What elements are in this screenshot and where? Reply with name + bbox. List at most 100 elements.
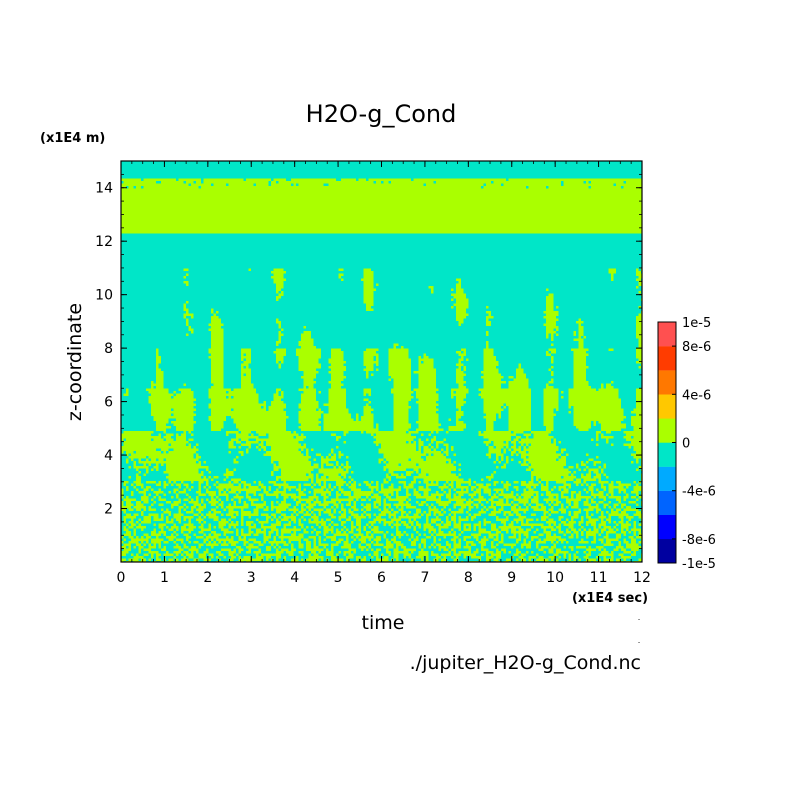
heatmap-cell (301, 371, 304, 377)
heatmap-cell (481, 538, 484, 552)
heatmap-cell (336, 503, 339, 509)
heatmap-cell (136, 178, 139, 234)
heatmap-cell (488, 531, 492, 539)
heatmap-cell (173, 488, 177, 494)
heatmap-cell (428, 433, 432, 437)
heatmap-cell (208, 323, 212, 327)
heatmap-cell (281, 491, 284, 497)
heatmap-cell (548, 503, 552, 507)
heatmap-cell (541, 491, 544, 494)
heatmap-cell (138, 466, 142, 469)
heatmap-cell (331, 488, 334, 492)
heatmap-cell (363, 398, 367, 402)
heatmap-cell (233, 558, 237, 562)
heatmap-cell (311, 431, 314, 449)
heatmap-cell (441, 486, 444, 492)
heatmap-cell (313, 431, 317, 459)
heatmap-cell (203, 496, 207, 504)
heatmap-cell (541, 523, 544, 529)
heatmap-cell (508, 511, 512, 517)
heatmap-cell (298, 553, 302, 562)
heatmap-cell (298, 448, 302, 452)
heatmap-cell (538, 178, 542, 234)
heatmap-cell (308, 511, 312, 514)
heatmap-cell (228, 451, 232, 454)
heatmap-cell (226, 506, 229, 509)
heatmap-cell (338, 348, 342, 432)
heatmap-cell (461, 498, 464, 514)
heatmap-cell (196, 463, 199, 482)
heatmap-cell (556, 161, 559, 179)
heatmap-cell (423, 446, 427, 457)
heatmap-cell (216, 511, 219, 514)
heatmap-cell (416, 423, 419, 429)
heatmap-cell (316, 371, 319, 374)
heatmap-cell (276, 546, 279, 549)
heatmap-cell (238, 546, 242, 554)
heatmap-cell (546, 503, 549, 512)
heatmap-cell (538, 233, 542, 432)
heatmap-cell (413, 178, 417, 234)
heatmap-cell (253, 551, 257, 554)
heatmap-cell (303, 508, 307, 512)
heatmap-cell (366, 378, 369, 389)
heatmap-cell (293, 548, 297, 552)
heatmap-cell (496, 368, 499, 414)
heatmap-cell (526, 528, 529, 539)
heatmap-cell (376, 283, 379, 287)
heatmap-cell (258, 233, 262, 404)
heatmap-cell (248, 541, 252, 544)
heatmap-cell (328, 363, 332, 367)
heatmap-cell (508, 546, 512, 552)
heatmap-cell (486, 438, 489, 442)
heatmap-cell (163, 511, 167, 514)
heatmap-cell (551, 233, 554, 294)
heatmap-cell (431, 533, 434, 537)
heatmap-cell (363, 498, 367, 502)
heatmap-cell (368, 556, 372, 562)
heatmap-cell (138, 556, 142, 559)
heatmap-cell (323, 233, 327, 404)
heatmap-cell (473, 498, 477, 502)
heatmap-cell (306, 558, 309, 562)
heatmap-cell (438, 161, 442, 179)
heatmap-cell (153, 538, 157, 549)
heatmap-cell (408, 483, 412, 489)
heatmap-cell (428, 431, 432, 434)
heatmap-cell (208, 488, 212, 492)
heatmap-cell (463, 161, 467, 179)
heatmap-cell (373, 361, 377, 364)
heatmap-cell (428, 178, 432, 234)
heatmap-cell (163, 551, 167, 554)
heatmap-cell (153, 421, 157, 437)
heatmap-cell (448, 516, 452, 522)
heatmap-cell (298, 548, 302, 552)
heatmap-cell (378, 463, 382, 492)
heatmap-cell (156, 348, 159, 432)
heatmap-cell (233, 478, 237, 484)
heatmap-cell (266, 541, 269, 547)
heatmap-cell (226, 478, 229, 484)
heatmap-cell (231, 178, 234, 234)
heatmap-cell (336, 181, 339, 234)
heatmap-cell (546, 161, 549, 179)
heatmap-cell (198, 233, 202, 457)
heatmap-cell (528, 161, 532, 179)
heatmap-cell (526, 518, 529, 527)
heatmap-cell (376, 286, 379, 349)
heatmap-cell (208, 496, 212, 502)
heatmap-cell (473, 503, 477, 507)
heatmap-cell (543, 316, 547, 319)
heatmap-cell (246, 521, 249, 527)
heatmap-cell (208, 471, 212, 474)
heatmap-cell (436, 401, 439, 404)
heatmap-cell (543, 546, 547, 549)
heatmap-cell (193, 501, 197, 509)
heatmap-cell (373, 288, 377, 292)
heatmap-cell (366, 503, 369, 512)
heatmap-cell (198, 528, 202, 532)
heatmap-cell (246, 553, 249, 557)
heatmap-cell (146, 556, 149, 562)
heatmap-cell (436, 543, 439, 547)
heatmap-cell (308, 538, 312, 542)
